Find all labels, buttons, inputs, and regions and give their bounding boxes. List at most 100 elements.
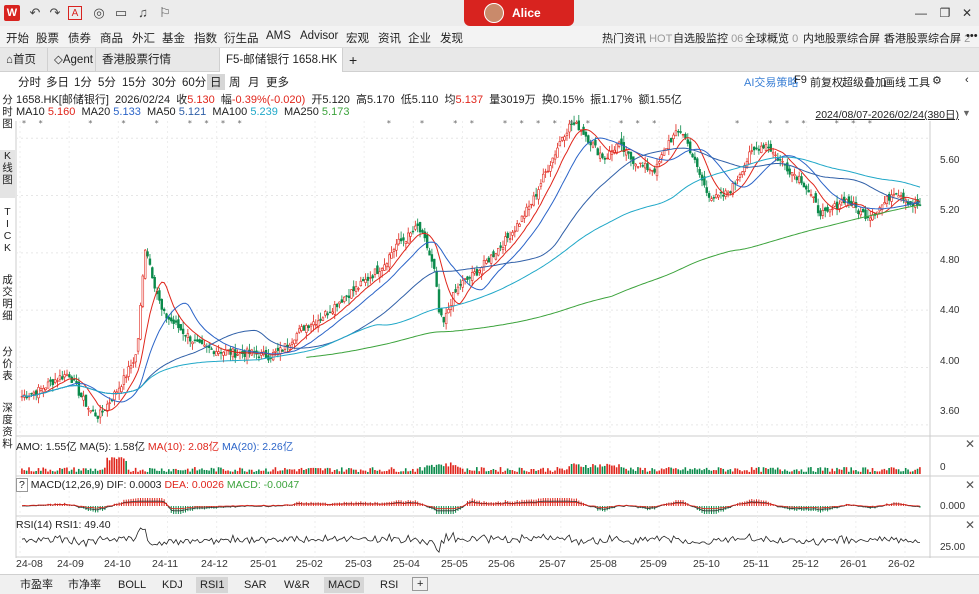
side-tab-trade-detail[interactable]: 成交明细 bbox=[2, 274, 13, 322]
menu-ams[interactable]: AMS bbox=[266, 30, 291, 42]
close-rsi-icon[interactable]: ✕ bbox=[964, 518, 975, 532]
menu-discover[interactable]: 发现 bbox=[440, 33, 463, 45]
ind-tab-pb[interactable]: 市净率 bbox=[68, 579, 101, 591]
volume-bar bbox=[850, 467, 852, 474]
ind-tab-kdj[interactable]: KDJ bbox=[162, 579, 183, 591]
close-icon[interactable]: ✕ bbox=[961, 6, 973, 20]
period-intraday[interactable]: 分时 bbox=[18, 77, 41, 89]
date-range[interactable]: 2024/08/07-2026/02/24(380日) bbox=[815, 109, 959, 121]
tool-adjust[interactable]: 前复权 bbox=[810, 77, 843, 89]
event-marker: * bbox=[868, 119, 872, 128]
period-5min[interactable]: 5分 bbox=[98, 77, 116, 89]
volume-bar bbox=[874, 471, 876, 474]
tab-active-stock[interactable]: F5-邮储银行 1658.HK bbox=[220, 48, 343, 72]
menu-bonds[interactable]: 债券 bbox=[68, 33, 91, 45]
menu-advisor[interactable]: Advisor bbox=[300, 30, 339, 42]
menu-start[interactable]: 开始 bbox=[6, 33, 29, 45]
tool-draw[interactable]: 画线 bbox=[884, 77, 906, 89]
forward-icon[interactable]: ↷ bbox=[49, 5, 61, 20]
menu-news[interactable]: 资讯 bbox=[378, 33, 401, 45]
menu-funds[interactable]: 基金 bbox=[162, 33, 185, 45]
menu-company[interactable]: 企业 bbox=[408, 33, 431, 45]
period-month[interactable]: 月 bbox=[248, 77, 260, 89]
ind-tab-macd[interactable]: MACD bbox=[324, 577, 365, 593]
tab-hk-quotes[interactable]: 香港股票行情 bbox=[96, 48, 220, 72]
tool-ai-strategy[interactable]: AI交易策略 bbox=[744, 77, 799, 89]
tool-overlay[interactable]: 超级叠加 bbox=[842, 77, 886, 89]
menu-macro[interactable]: 宏观 bbox=[346, 33, 369, 45]
event-marker: * bbox=[586, 119, 590, 128]
menu-mainland-screen[interactable]: 内地股票综合屏 1 bbox=[803, 33, 890, 45]
settings-icon[interactable]: ⚙ bbox=[932, 75, 942, 87]
period-day[interactable]: 日 bbox=[207, 74, 225, 90]
screen-icon[interactable]: ▭ bbox=[114, 5, 128, 20]
period-1min[interactable]: 1分 bbox=[74, 77, 92, 89]
add-indicator-button[interactable]: + bbox=[412, 577, 429, 591]
menu-derivatives[interactable]: 衍生品 bbox=[224, 33, 259, 45]
menu-hot-news[interactable]: 热门资讯 HOT bbox=[602, 33, 673, 45]
period-week[interactable]: 周 bbox=[229, 77, 241, 89]
candle-body bbox=[144, 249, 147, 279]
add-tab-button[interactable]: + bbox=[349, 52, 358, 68]
ind-tab-sar[interactable]: SAR bbox=[244, 579, 267, 591]
volume-bar bbox=[651, 468, 653, 474]
candle-body bbox=[193, 339, 197, 341]
candle-body bbox=[539, 183, 543, 187]
tool-tools[interactable]: 工具 bbox=[908, 77, 930, 89]
menu-index[interactable]: 指数 bbox=[194, 33, 217, 45]
menu-more[interactable]: ••• bbox=[966, 30, 978, 42]
menu-forex[interactable]: 外汇 bbox=[132, 33, 155, 45]
user-profile[interactable]: Alice bbox=[464, 0, 574, 26]
help-icon[interactable]: ? bbox=[16, 478, 28, 492]
candle-body bbox=[914, 201, 917, 208]
period-15min[interactable]: 15分 bbox=[122, 77, 147, 89]
period-30min[interactable]: 30分 bbox=[152, 77, 177, 89]
candle-body bbox=[624, 149, 628, 156]
candle-body bbox=[98, 409, 102, 418]
bell-icon[interactable]: ♫ bbox=[138, 5, 148, 20]
collapse-icon[interactable]: ‹ bbox=[965, 74, 969, 86]
pdf-icon[interactable]: A bbox=[68, 6, 82, 20]
volume-bar bbox=[490, 469, 492, 474]
tool-f9[interactable]: F9 bbox=[794, 74, 807, 86]
menu-commodities[interactable]: 商品 bbox=[100, 33, 123, 45]
ind-tab-boll[interactable]: BOLL bbox=[118, 579, 147, 591]
candle-body bbox=[321, 317, 325, 321]
candle-body bbox=[691, 153, 694, 158]
side-tab-price-table[interactable]: 分价表 bbox=[2, 346, 13, 382]
shirt-icon[interactable]: ⚐ bbox=[159, 5, 171, 20]
close-amo-icon[interactable]: ✕ bbox=[964, 437, 975, 451]
side-tab-depth[interactable]: 深度资料 bbox=[2, 402, 13, 450]
menu-global-overview[interactable]: 全球概览 0 bbox=[745, 33, 799, 45]
candle-body bbox=[506, 232, 509, 238]
volume-bar bbox=[177, 470, 180, 474]
scroll-down-icon[interactable]: ▼ bbox=[962, 108, 971, 118]
x-tick-label: 26-01 bbox=[840, 558, 867, 570]
period-60min[interactable]: 60分 bbox=[182, 77, 207, 89]
side-tab-intraday[interactable]: 分时图 bbox=[2, 94, 13, 130]
candle-body bbox=[504, 236, 507, 246]
menu-hk-screen[interactable]: 香港股票综合屏 2 bbox=[884, 33, 971, 45]
menu-stocks[interactable]: 股票 bbox=[36, 33, 59, 45]
minimize-icon[interactable]: — bbox=[915, 6, 927, 20]
amo-value: AMO: 1.55亿 bbox=[16, 441, 77, 453]
period-multiday[interactable]: 多日 bbox=[46, 77, 69, 89]
ind-tab-wr[interactable]: W&R bbox=[284, 579, 310, 591]
volume-bar bbox=[731, 471, 734, 474]
volume-bar bbox=[338, 471, 341, 474]
tab-home[interactable]: ⌂首页 bbox=[0, 48, 48, 72]
menu-watchlist-monitor[interactable]: 自选股监控 06 bbox=[673, 33, 744, 45]
volume-bar bbox=[70, 469, 73, 474]
ind-tab-rsi1[interactable]: RSI1 bbox=[196, 577, 229, 593]
period-more[interactable]: 更多 bbox=[266, 77, 289, 89]
ind-tab-rsi[interactable]: RSI bbox=[380, 579, 399, 591]
restore-icon[interactable]: ❐ bbox=[939, 6, 951, 20]
close-macd-icon[interactable]: ✕ bbox=[964, 478, 975, 492]
chat-icon[interactable]: ◎ bbox=[93, 5, 105, 20]
back-icon[interactable]: ↶ bbox=[29, 5, 41, 20]
ind-tab-pe[interactable]: 市盈率 bbox=[20, 579, 53, 591]
tab-agent[interactable]: ◇Agent bbox=[48, 48, 96, 72]
